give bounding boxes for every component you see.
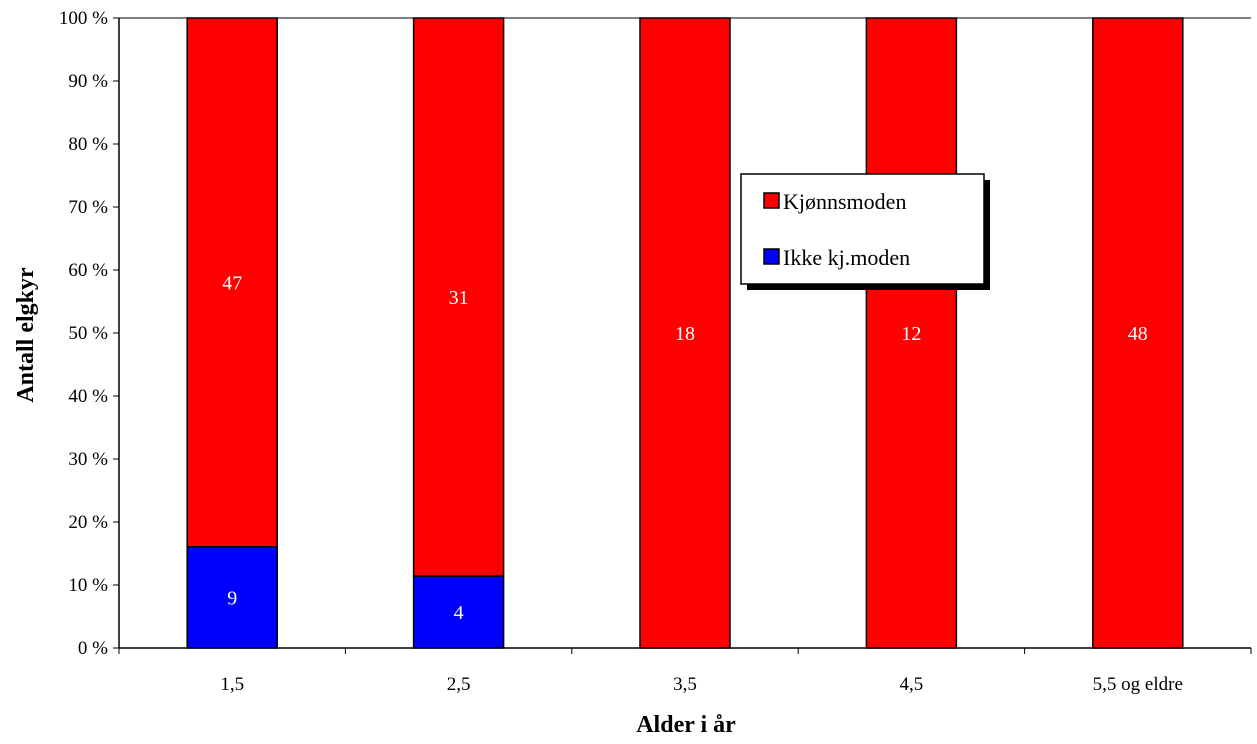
y-axis-ticks: 0 % 10 % 20 % 30 % 40 % 50 % 60 % 70 % 80 % 90 % 1…: [59, 8, 119, 659]
y-axis-title: Antall elgkyr: [13, 267, 39, 403]
data-label-ikke-kj-moden: 4: [454, 602, 464, 624]
y-tick-label: 10 %: [68, 575, 108, 596]
data-labels: 9 47 4 31 18 12 48: [222, 272, 1148, 624]
data-label-ikke-kj-moden: 9: [227, 587, 237, 609]
data-label-kj-nnsmoden: 47: [222, 272, 242, 294]
data-label-kj-nnsmoden: 12: [901, 323, 921, 345]
data-label-kj-nnsmoden: 48: [1128, 323, 1148, 345]
legend-label-ikke-kjmoden: Ikke kj.moden: [783, 245, 910, 270]
x-tick-label: 3,5: [673, 674, 697, 695]
data-label-kj-nnsmoden: 18: [675, 323, 695, 345]
y-tick-label: 90 %: [68, 71, 108, 92]
bar-kj-nnsmoden: [186, 17, 278, 548]
y-tick-label: 0 %: [78, 638, 108, 659]
bars: [186, 17, 1184, 649]
x-axis-ticks: 1,5 2,5 3,5 4,5 5,5 og eldre: [118, 648, 1252, 695]
bar-kj-nnsmoden: [639, 17, 731, 649]
legend: Kjønnsmoden Ikke kj.moden: [740, 173, 990, 290]
y-tick-label: 60 %: [68, 260, 108, 281]
y-tick-label: 80 %: [68, 134, 108, 155]
x-tick-label: 2,5: [447, 674, 471, 695]
bar-kj-nnsmoden: [412, 17, 505, 577]
y-tick-label: 20 %: [68, 512, 108, 533]
x-axis-title: Alder i år: [636, 712, 736, 738]
legend-swatch-ikke-kjmoden: [763, 248, 780, 265]
data-label-kj-nnsmoden: 31: [449, 287, 469, 309]
legend-swatch-kjonnsmoden: [763, 192, 780, 209]
bar-ikke-kj-moden: [186, 546, 278, 649]
x-tick-label: 1,5: [220, 674, 244, 695]
legend-label-kjonnsmoden: Kjønnsmoden: [783, 189, 906, 214]
y-tick-label: 50 %: [68, 323, 108, 344]
y-tick-label: 100 %: [59, 8, 108, 29]
y-tick-label: 70 %: [68, 197, 108, 218]
bar-ikke-kj-moden: [412, 575, 505, 649]
bar-kj-nnsmoden: [1092, 17, 1184, 649]
x-tick-label: 4,5: [900, 674, 924, 695]
x-tick-label: 5,5 og eldre: [1093, 674, 1183, 695]
y-tick-label: 40 %: [68, 386, 108, 407]
legend-box: [740, 173, 985, 285]
y-tick-label: 30 %: [68, 449, 108, 470]
axes: [118, 17, 1251, 649]
